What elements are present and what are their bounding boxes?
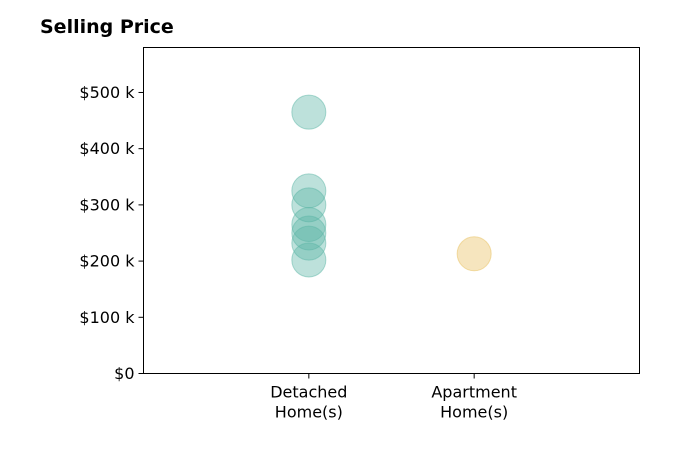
y-tick-label: $500 k [79,83,135,102]
y-tick-label: $400 k [79,139,135,158]
y-tick-label: $300 k [79,195,135,214]
plot-frame [143,47,640,374]
data-point-0-2 [291,187,327,223]
data-point-0-3 [291,207,327,243]
x-tick-label: Detached Home(s) [270,383,347,422]
chart-title: Selling Price [40,16,174,38]
axes-layer [143,47,640,374]
data-point-0-4 [291,215,327,251]
y-tick-label: $100 k [79,308,135,327]
data-point-0-6 [291,242,327,278]
y-axis: $0 $100 k $200 k $300 k $400 k $500 k [79,83,144,383]
data-point-0-0 [291,94,327,130]
y-tick-label: $0 [114,364,134,383]
data-point-1-0 [456,236,492,272]
y-tick-label: $200 k [79,252,135,271]
x-tick-label: Apartment Home(s) [431,383,517,422]
x-axis: Detached Home(s) Apartment Home(s) [270,373,517,422]
points-layer [291,94,492,278]
